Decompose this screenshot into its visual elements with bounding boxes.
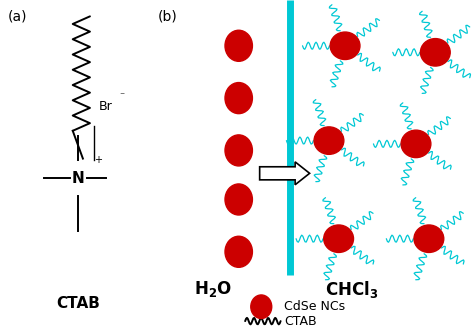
Ellipse shape — [225, 30, 252, 61]
Text: CdSe NCs: CdSe NCs — [284, 300, 345, 313]
Ellipse shape — [420, 39, 450, 66]
Ellipse shape — [225, 135, 252, 166]
Text: ⁻: ⁻ — [119, 92, 124, 101]
Ellipse shape — [414, 225, 444, 252]
Ellipse shape — [314, 127, 344, 154]
Ellipse shape — [330, 32, 360, 60]
Text: +: + — [94, 155, 102, 165]
Ellipse shape — [225, 184, 252, 215]
Text: $\bf{CHCl_3}$: $\bf{CHCl_3}$ — [325, 279, 378, 300]
Text: CTAB: CTAB — [56, 296, 100, 311]
Text: (b): (b) — [158, 10, 178, 24]
Text: $\bf{H_2O}$: $\bf{H_2O}$ — [194, 279, 232, 300]
Text: (a): (a) — [8, 10, 27, 24]
FancyArrow shape — [260, 162, 310, 185]
Ellipse shape — [225, 82, 252, 114]
Ellipse shape — [324, 225, 354, 252]
Text: CTAB: CTAB — [284, 315, 317, 327]
Ellipse shape — [251, 295, 272, 318]
Ellipse shape — [401, 130, 431, 158]
Text: Br: Br — [99, 100, 112, 113]
Ellipse shape — [225, 236, 252, 267]
Text: N: N — [72, 171, 84, 186]
